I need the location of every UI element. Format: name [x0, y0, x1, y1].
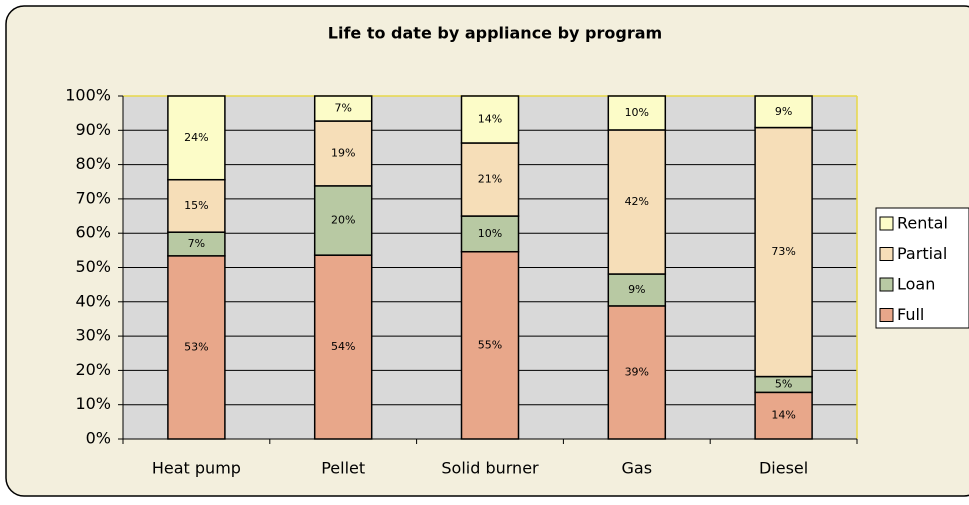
- value-label: 14%: [771, 409, 795, 422]
- legend-swatch: [879, 277, 894, 292]
- value-label: 24%: [184, 131, 208, 144]
- x-tick-label: Pellet: [321, 459, 365, 478]
- value-label: 7%: [188, 237, 205, 250]
- value-label: 10%: [478, 227, 502, 240]
- y-tick-label: 60%: [75, 223, 111, 242]
- value-label: 42%: [625, 195, 649, 208]
- bar-segment: [167, 95, 226, 181]
- legend-label: Full: [897, 305, 924, 324]
- x-tick-label: Solid burner: [441, 459, 539, 478]
- y-tick-label: 90%: [75, 120, 111, 139]
- bar-segment: [754, 95, 813, 129]
- y-tick-label: 50%: [75, 257, 111, 276]
- legend-swatch: [879, 247, 894, 261]
- y-tick-label: 10%: [75, 394, 111, 413]
- value-label: 39%: [625, 365, 649, 378]
- legend-label: Loan: [897, 275, 935, 294]
- bar-segment: [313, 185, 373, 256]
- value-label: 20%: [331, 214, 355, 227]
- x-tick-label: Diesel: [759, 459, 808, 478]
- legend-label: Partial: [897, 244, 947, 263]
- bar-segment: [167, 178, 226, 233]
- value-label: 15%: [184, 199, 208, 212]
- bar-segment: [607, 129, 667, 275]
- y-tick-label: 40%: [75, 291, 111, 310]
- bar-segment: [460, 250, 520, 440]
- bar-segment: [460, 95, 520, 144]
- value-label: 5%: [775, 377, 792, 390]
- value-label: 14%: [478, 112, 502, 125]
- y-tick-label: 80%: [75, 154, 111, 173]
- value-label: 73%: [771, 245, 795, 258]
- value-label: 19%: [331, 146, 355, 159]
- value-label: 55%: [478, 338, 502, 351]
- y-tick-label: 100%: [65, 86, 111, 105]
- value-label: 7%: [334, 102, 351, 115]
- bar-segment: [607, 95, 667, 131]
- value-label: 9%: [775, 105, 792, 118]
- y-tick-label: 30%: [75, 326, 111, 345]
- bar-segment: [167, 255, 226, 440]
- legend-label: Rental: [897, 214, 948, 233]
- value-label: 54%: [331, 340, 355, 353]
- bar-segment: [607, 305, 667, 440]
- value-label: 53%: [184, 340, 208, 353]
- legend-swatch: [879, 308, 894, 322]
- bar-segment: [754, 126, 813, 378]
- value-label: 10%: [625, 106, 649, 119]
- legend-swatch: [879, 216, 894, 231]
- value-label: 9%: [628, 283, 645, 296]
- y-tick-label: 0%: [86, 429, 111, 448]
- value-label: 21%: [478, 173, 502, 186]
- y-tick-label: 70%: [75, 188, 111, 207]
- bar-segment: [460, 215, 520, 253]
- bar-segment: [313, 95, 373, 122]
- bar-segment: [313, 254, 373, 440]
- x-tick-label: Heat pump: [152, 459, 241, 478]
- y-tick-label: 20%: [75, 360, 111, 379]
- chart-title: Life to date by appliance by program: [328, 24, 662, 43]
- x-tick-label: Gas: [622, 459, 653, 478]
